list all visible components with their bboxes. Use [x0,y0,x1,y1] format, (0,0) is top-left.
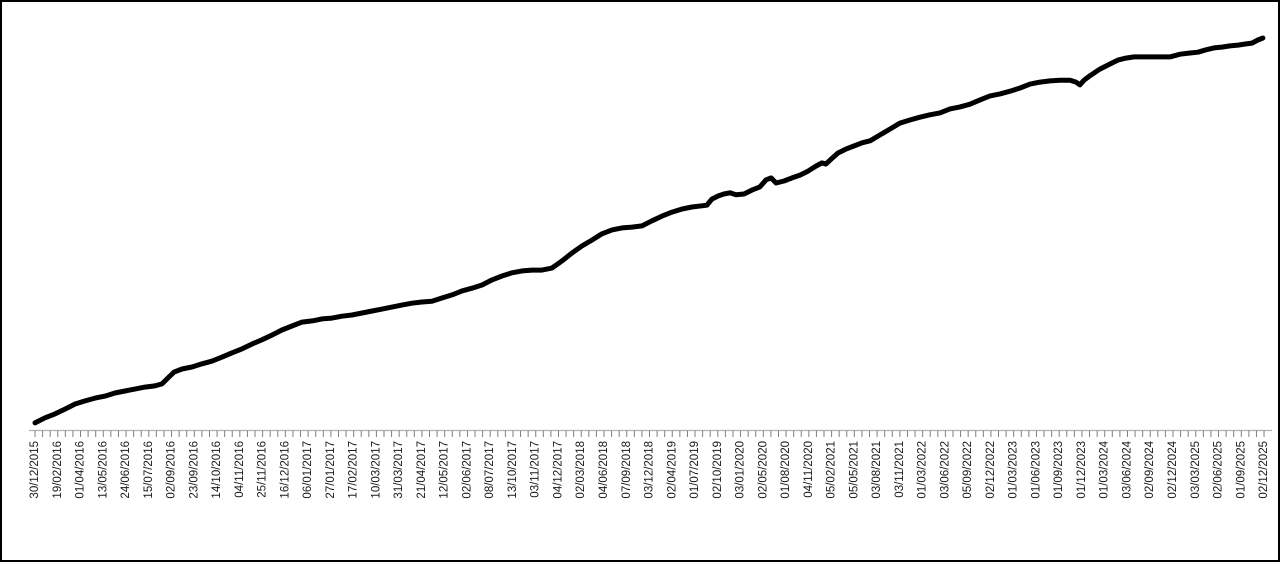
x-axis-label: 03/11/2021 [894,441,906,498]
x-axis-label: 03/06/2022 [939,441,951,499]
x-axis-label: 19/02/2016 [52,441,64,499]
x-axis-label: 06/01/2017 [302,441,314,499]
x-axis-label: 02/12/2024 [1167,440,1179,498]
x-axis-label: 01/08/2020 [780,441,792,499]
x-axis-label: 01/09/2025 [1235,441,1247,499]
x-axis-label: 23/09/2016 [188,441,200,499]
x-axis-label: 03/11/2017 [530,441,542,498]
x-axis-label: 03/06/2024 [1121,440,1133,498]
x-axis-label: 01/03/2022 [917,441,929,499]
x-axis-label: 05/09/2022 [962,441,974,499]
x-axis-label: 04/12/2017 [552,441,564,499]
x-axis-label: 15/07/2016 [143,441,155,499]
x-axis-label: 02/10/2019 [712,441,724,499]
x-axis-label: 17/02/2017 [348,441,360,499]
x-axis-label: 21/04/2017 [416,441,428,499]
x-axis-label: 04/06/2018 [598,441,610,499]
x-axis-label: 30/12/2015 [29,441,41,499]
x-axis-label: 27/01/2017 [325,441,337,499]
x-axis-label: 01/09/2023 [1053,441,1065,499]
x-axis-label: 04/11/2020 [803,441,815,498]
x-axis-label: 08/07/2017 [484,441,496,499]
x-axis-label: 02/12/2025 [1258,441,1270,499]
x-axis-label: 07/09/2018 [621,441,633,499]
x-axis-label: 14/10/2016 [211,441,223,499]
x-axis-label: 02/06/2017 [461,441,473,499]
x-axis-label: 12/05/2017 [439,441,451,499]
x-axis-label: 02/06/2025 [1213,441,1225,499]
x-axis-label: 04/11/2016 [234,441,246,498]
x-axis-label: 02/05/2020 [757,441,769,499]
x-axis-label: 03/03/2025 [1190,441,1202,499]
x-axis-label: 02/04/2019 [666,441,678,499]
x-axis-label: 25/11/2016 [257,441,269,498]
x-axis-label: 05/02/2021 [826,441,838,499]
x-axis-label: 24/06/2016 [120,441,132,499]
x-axis-label: 01/03/2023 [1008,441,1020,499]
x-axis-label: 03/08/2021 [871,441,883,499]
x-axis-label: 03/01/2020 [735,441,747,499]
series-line-cumulative-value [32,35,1266,426]
x-axis-label: 31/03/2017 [393,441,405,499]
x-axis-label: 01/07/2019 [689,441,701,499]
x-axis-label: 13/05/2016 [97,441,109,499]
x-axis-label: 01/06/2023 [1030,441,1042,499]
x-axis-label: 01/03/2024 [1099,440,1111,498]
x-axis-label: 10/03/2017 [370,441,382,499]
x-axis-label: 02/12/2022 [985,441,997,499]
x-axis-label: 16/12/2016 [279,441,291,499]
x-axis-label: 01/12/2023 [1076,441,1088,499]
x-axis-label: 03/12/2018 [644,441,656,499]
x-axis-label: 02/03/2018 [575,441,587,499]
x-axis-label: 05/05/2021 [848,441,860,499]
x-axis-label: 02/09/2016 [166,441,178,499]
x-axis-label: 13/10/2017 [507,441,519,499]
x-axis-label: 01/04/2016 [75,441,87,499]
x-axis-label: 02/09/2024 [1144,440,1156,498]
